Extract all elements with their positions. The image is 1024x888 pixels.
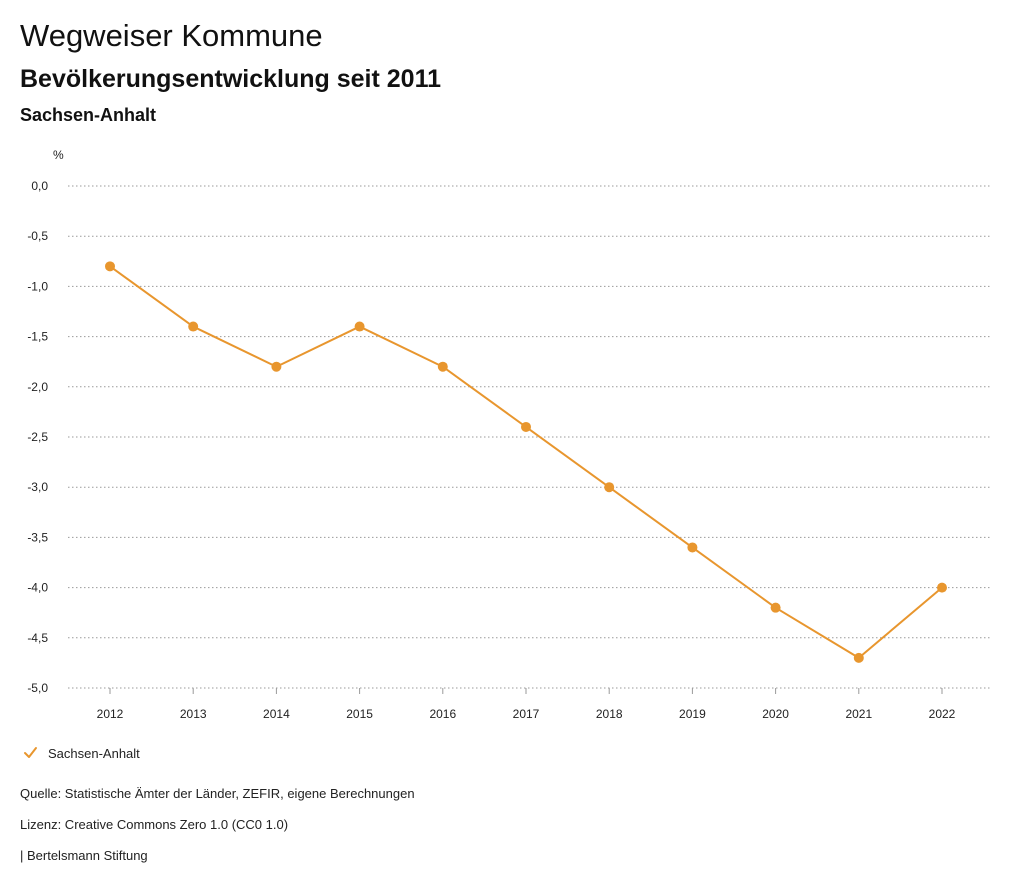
- data-point[interactable]: [188, 321, 199, 332]
- series-layer: [105, 261, 947, 663]
- x-tick-label: 2020: [762, 707, 789, 721]
- legend-item-sachsen-anhalt[interactable]: Sachsen-Anhalt: [20, 743, 140, 763]
- x-tick-label: 2017: [513, 707, 540, 721]
- region-label: Sachsen-Anhalt: [20, 105, 157, 125]
- data-point[interactable]: [770, 602, 781, 613]
- y-tick-label: -2,5: [27, 430, 48, 444]
- y-tick-label: -2,0: [27, 380, 48, 394]
- data-point[interactable]: [354, 321, 365, 332]
- chart-subtitle: Bevölkerungsentwicklung seit 2011: [20, 65, 441, 93]
- data-point[interactable]: [271, 361, 282, 372]
- x-tick-label: 2014: [263, 707, 290, 721]
- y-tick-label: -3,5: [27, 530, 48, 544]
- data-point[interactable]: [853, 652, 864, 663]
- data-point[interactable]: [687, 542, 698, 553]
- y-tick-label: -4,0: [27, 581, 48, 595]
- x-tick-label: 2013: [180, 707, 207, 721]
- legend-label: Sachsen-Anhalt: [48, 745, 140, 761]
- brand-note: | Bertelsmann Stiftung: [20, 848, 148, 863]
- x-tick-label: 2018: [596, 707, 623, 721]
- data-point[interactable]: [521, 421, 531, 432]
- data-point[interactable]: [937, 582, 947, 593]
- data-point[interactable]: [437, 361, 448, 372]
- x-tick-label: 2016: [429, 707, 456, 721]
- source-note: Quelle: Statistische Ämter der Länder, Z…: [20, 786, 415, 801]
- y-tick-label: -5,0: [27, 681, 48, 695]
- series-line-sachsen-anhalt: [109, 265, 943, 659]
- gridlines: [68, 185, 990, 689]
- y-tick-label: -4,5: [27, 631, 48, 645]
- y-tick-label: 0,0: [31, 179, 48, 193]
- data-point[interactable]: [105, 261, 115, 272]
- line-chart: % 0,0 -0,5 -1,0 -1,5 -2,0 -2,5 -3,0 -3,5 -4,0 -4,5…: [27, 148, 990, 721]
- x-tick-label: 2012: [97, 707, 124, 721]
- y-axis-unit-label: %: [53, 148, 64, 162]
- x-tick-label: 2015: [346, 707, 373, 721]
- x-tick-label: 2019: [679, 707, 706, 721]
- page-title: Wegweiser Kommune: [20, 18, 323, 53]
- y-tick-label: -1,0: [27, 279, 48, 293]
- check-icon: [24, 747, 37, 758]
- x-tick-label: 2022: [929, 707, 956, 721]
- x-tick-label: 2021: [845, 707, 872, 721]
- y-tick-label: -1,5: [27, 330, 48, 344]
- y-tick-label: -3,0: [27, 480, 48, 494]
- axes: % 0,0 -0,5 -1,0 -1,5 -2,0 -2,5 -3,0 -3,5 -4,0 -4,5…: [27, 148, 955, 721]
- data-point[interactable]: [604, 482, 615, 493]
- license-note: Lizenz: Creative Commons Zero 1.0 (CC0 1…: [20, 817, 289, 832]
- y-tick-label: -0,5: [27, 229, 48, 243]
